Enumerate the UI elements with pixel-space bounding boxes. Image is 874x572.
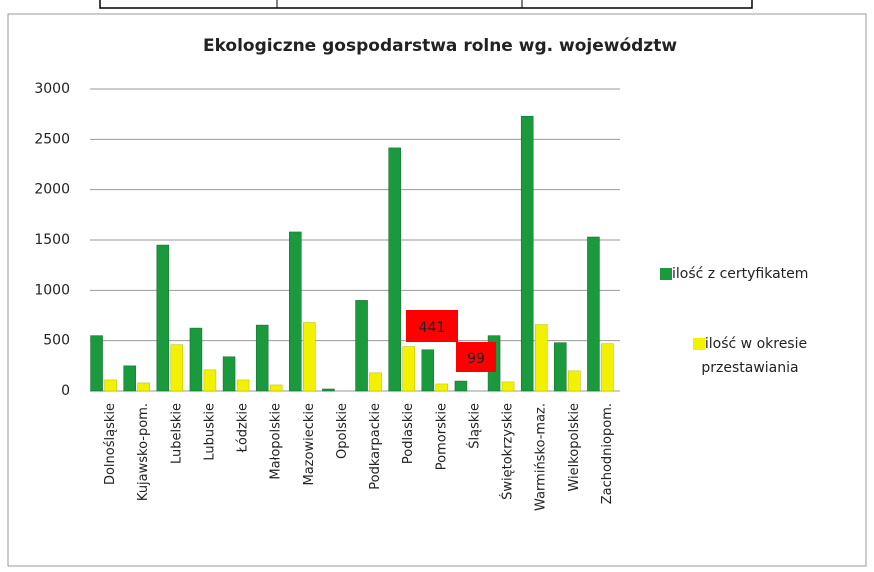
bar bbox=[189, 327, 203, 392]
y-tick-label: 500 bbox=[43, 333, 70, 349]
bar bbox=[369, 372, 382, 392]
annotation-box bbox=[406, 310, 458, 342]
y-tick-label: 2500 bbox=[34, 131, 70, 147]
bar bbox=[123, 365, 136, 392]
legend-swatch bbox=[660, 268, 672, 280]
x-tick-label: Lubuskie bbox=[202, 403, 217, 461]
bar bbox=[568, 370, 581, 392]
x-tick-label: Lubelskie bbox=[169, 403, 184, 464]
x-tick-label: Warmińsko-maz. bbox=[534, 403, 549, 511]
legend-label: ilość w okresie przestawiania bbox=[701, 336, 808, 376]
x-tick-label: Pomorskie bbox=[434, 403, 449, 470]
x-tick-label: Łódzkie bbox=[236, 403, 251, 453]
bar bbox=[355, 300, 368, 392]
bar bbox=[170, 344, 184, 392]
chart-title: Ekologiczne gospodarstwa rolne wg. wojew… bbox=[203, 36, 677, 56]
bar bbox=[388, 147, 401, 392]
bar bbox=[289, 231, 302, 392]
x-tick-label: Opolskie bbox=[335, 403, 350, 459]
x-tick-label: Podkarpackie bbox=[368, 403, 383, 490]
y-tick-label: 2000 bbox=[34, 182, 70, 198]
bar bbox=[303, 322, 316, 392]
x-tick-label: Kujawsko-pom. bbox=[136, 403, 151, 501]
y-tick-label: 1000 bbox=[34, 282, 70, 298]
x-tick-label: Mazowieckie bbox=[302, 403, 317, 486]
bar bbox=[236, 379, 250, 392]
bar bbox=[554, 342, 567, 392]
bar bbox=[203, 369, 217, 392]
x-tick-label: Podlaskie bbox=[401, 403, 416, 464]
y-tick-label: 3000 bbox=[34, 81, 70, 97]
x-tick-label: Dolnośląskie bbox=[103, 403, 118, 485]
bar bbox=[501, 381, 515, 392]
x-tick-label: Śląskie bbox=[466, 403, 482, 449]
x-tick-label: Wielkopolskie bbox=[567, 403, 582, 492]
annotation-box bbox=[456, 342, 496, 372]
bar bbox=[402, 346, 415, 392]
bar bbox=[587, 236, 600, 392]
bar bbox=[269, 384, 283, 392]
bar bbox=[454, 380, 468, 392]
bar bbox=[601, 343, 614, 392]
chart-border bbox=[7, 13, 867, 567]
y-tick-label: 0 bbox=[61, 383, 70, 399]
x-tick-label: Zachodniopom. bbox=[600, 403, 615, 504]
table-fragment bbox=[99, 0, 753, 9]
annotation: 441 bbox=[419, 320, 446, 336]
y-tick-label: 1500 bbox=[34, 232, 70, 248]
annotation: 99 bbox=[467, 351, 485, 367]
bar bbox=[156, 244, 170, 392]
bar bbox=[255, 324, 269, 392]
bar bbox=[222, 356, 236, 392]
bar bbox=[435, 383, 449, 392]
bar bbox=[137, 382, 150, 392]
x-tick-label: Świętokrzyskie bbox=[500, 403, 516, 500]
bar bbox=[90, 335, 103, 392]
legend-item: ilość z certyfikatem bbox=[660, 262, 808, 286]
bar bbox=[104, 379, 117, 392]
legend-label: ilość z certyfikatem bbox=[672, 266, 809, 282]
bar bbox=[421, 349, 435, 392]
x-tick-label: Małopolskie bbox=[269, 403, 284, 480]
bar bbox=[520, 115, 534, 392]
legend-swatch bbox=[692, 338, 705, 350]
bar bbox=[534, 324, 548, 392]
legend-item: ilość w okresie przestawiania bbox=[660, 332, 840, 380]
bar bbox=[322, 388, 335, 392]
